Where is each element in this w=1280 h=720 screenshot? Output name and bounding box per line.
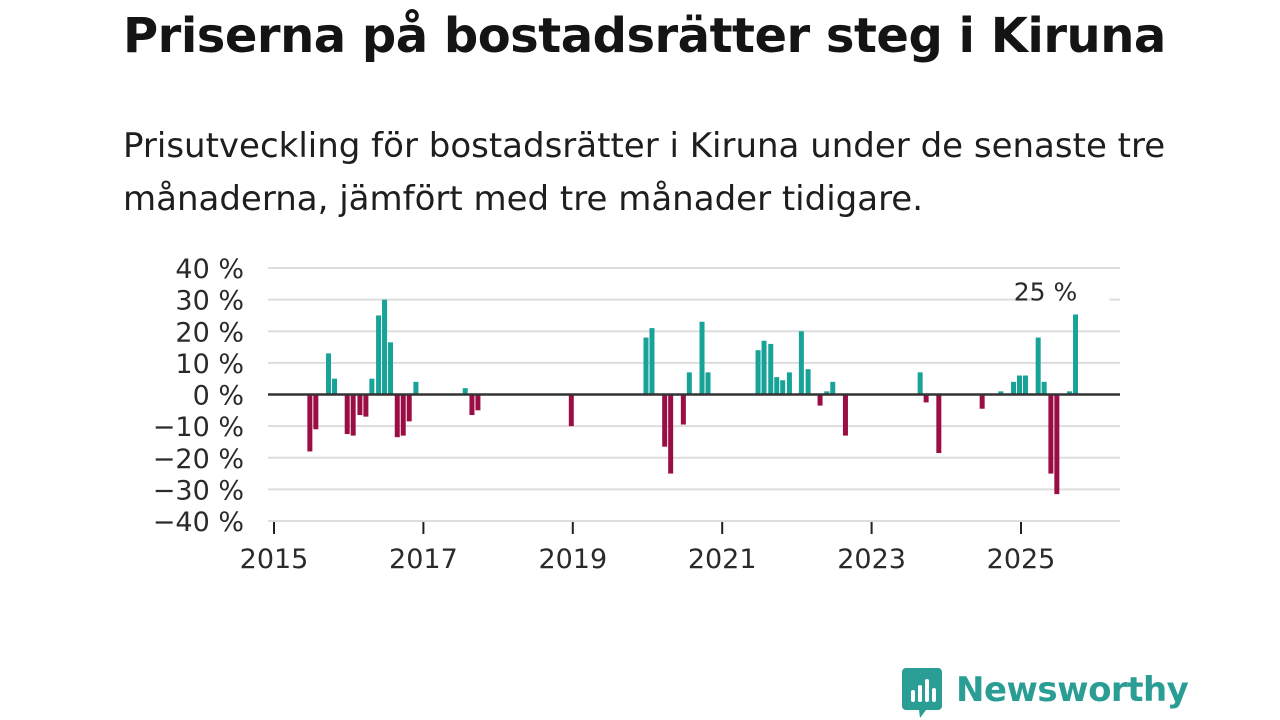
bar-positive	[1017, 375, 1023, 395]
bar-positive	[376, 315, 382, 395]
data-label: 25 %	[1014, 277, 1078, 306]
bar-positive	[805, 369, 811, 395]
bar-negative	[1054, 394, 1060, 495]
bar-positive	[649, 328, 655, 395]
bar-negative	[923, 394, 929, 403]
bar-negative	[817, 394, 823, 406]
bar-positive	[388, 342, 394, 395]
bar-negative	[469, 394, 475, 416]
bar-positive	[1073, 314, 1079, 395]
bar-positive	[774, 377, 780, 395]
bar-positive	[705, 372, 711, 395]
y-tick-label: −30 %	[153, 475, 244, 506]
y-tick-label: −20 %	[153, 444, 244, 475]
y-tick-label: −10 %	[153, 412, 244, 443]
bar-positive	[1022, 375, 1028, 395]
bar-positive	[326, 353, 332, 395]
bar-positive	[761, 340, 767, 395]
x-tick-label: 2015	[240, 544, 309, 575]
x-tick-label: 2023	[837, 544, 906, 575]
bar-positive	[917, 372, 923, 395]
bar-negative	[475, 394, 481, 411]
bar-positive	[998, 391, 1004, 395]
chart-subtitle: Prisutveckling för bostadsrätter i Kirun…	[123, 126, 1166, 219]
bar-negative	[680, 394, 686, 425]
bar-series	[307, 299, 1079, 495]
bar-positive	[768, 343, 774, 395]
bar-negative	[1048, 394, 1054, 474]
bar-positive	[643, 337, 649, 395]
y-tick-label: 40 %	[175, 254, 244, 285]
bar-positive	[1035, 337, 1041, 395]
bar-positive	[699, 321, 705, 395]
brand-name: Newsworthy	[956, 670, 1189, 710]
data-label-background	[1037, 274, 1110, 307]
x-tick-label: 2017	[389, 544, 458, 575]
bar-negative	[842, 394, 848, 436]
y-tick-label: 0 %	[193, 381, 244, 412]
x-tick-label: 2019	[538, 544, 607, 575]
bar-positive	[1067, 391, 1073, 395]
bar-negative	[662, 394, 668, 447]
bar-positive	[798, 331, 804, 395]
newsworthy-logo: Newsworthy	[902, 668, 1189, 720]
bar-positive	[786, 372, 792, 395]
bar-negative	[344, 394, 350, 435]
bar-negative	[979, 394, 985, 409]
y-tick-label: 20 %	[175, 317, 244, 348]
axes: 40 %30 %20 %10 %0 %−10 %−20 %−30 %−40 % 2…	[153, 254, 1120, 575]
bar-negative	[936, 394, 942, 454]
annotations: 25 %	[1014, 274, 1110, 307]
bar-positive	[462, 388, 468, 395]
bar-negative	[668, 394, 674, 474]
bar-positive	[830, 381, 836, 395]
bar-negative	[313, 394, 319, 430]
bar-positive	[686, 372, 692, 395]
bar-positive	[1041, 381, 1047, 395]
chart-title: Priserna på bostadsrätter steg i Kiruna	[123, 8, 1166, 64]
y-tick-label: 30 %	[175, 286, 244, 317]
bar-positive	[332, 378, 338, 395]
bar-negative	[568, 394, 574, 427]
bar-chart-speech-bubble-icon	[902, 668, 942, 718]
bar-positive	[824, 391, 830, 395]
bar-negative	[394, 394, 400, 438]
bar-negative	[350, 394, 356, 436]
bar-positive	[755, 350, 761, 395]
grid-lines	[268, 267, 1120, 522]
y-tick-label: −40 %	[153, 507, 244, 538]
y-tick-label: 10 %	[175, 349, 244, 380]
bar-negative	[406, 394, 412, 422]
bar-positive	[369, 378, 375, 395]
bar-positive	[382, 299, 388, 395]
bar-negative	[307, 394, 313, 452]
bar-negative	[357, 394, 363, 416]
x-tick-label: 2025	[987, 544, 1056, 575]
bar-positive	[1011, 381, 1017, 395]
bar-negative	[400, 394, 406, 436]
x-tick-label: 2021	[688, 544, 757, 575]
bar-negative	[363, 394, 369, 417]
bar-positive	[780, 380, 786, 395]
bar-positive	[413, 381, 419, 395]
